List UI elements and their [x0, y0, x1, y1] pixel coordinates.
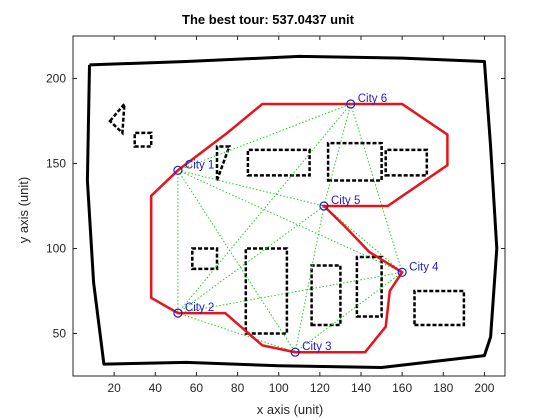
y-tick-label: 50	[53, 327, 67, 341]
city-marker-6	[346, 99, 356, 109]
city-label-4: City 4	[409, 261, 439, 273]
map-block-1	[215, 145, 232, 181]
roadmap-edge-8	[177, 271, 403, 314]
roadmap-edge-11	[323, 205, 403, 273]
roadmap-edge-10	[294, 271, 403, 353]
city-marker-2	[173, 308, 183, 318]
x-tick-label: 200	[474, 381, 494, 395]
tour-line	[149, 102, 449, 354]
map-outline	[85, 54, 499, 369]
y-tick-label: 100	[46, 242, 66, 256]
x-axis-label: x axis (unit)	[257, 402, 323, 417]
city-marker-1	[173, 165, 183, 175]
map-block-6	[244, 247, 289, 335]
x-tick-label: 100	[269, 381, 289, 395]
map-block-2	[246, 148, 311, 177]
map-block-3	[326, 141, 383, 182]
city-marker-5	[319, 201, 329, 211]
x-tick-label: 60	[190, 381, 204, 395]
city-label-2: City 2	[185, 302, 214, 314]
city-label-3: City 3	[302, 341, 331, 353]
map-block-4	[384, 148, 429, 177]
plot-area: City 1 City 2 City 3 City 4 City 5 City 6 20 40…	[46, 35, 506, 395]
roadmap-edge-13	[350, 103, 403, 273]
x-tick-label: 80	[231, 381, 245, 395]
y-tick-label: 150	[46, 157, 66, 171]
y-tick-label: 200	[46, 72, 66, 86]
x-tick-label: 120	[310, 381, 330, 395]
city-label-1: City 1	[185, 159, 214, 171]
city-label-5: City 5	[331, 195, 360, 207]
chart-title: The best tour: 537.0437 unit	[182, 12, 355, 27]
roadmap-edge-5	[177, 169, 403, 273]
map-block-11	[133, 131, 153, 148]
roadmap-edge-3	[177, 170, 296, 353]
map-block-7	[310, 264, 342, 327]
roadmap-edge-1	[177, 169, 325, 207]
x-tick-label: 20	[107, 381, 121, 395]
roadmap-edge-12	[323, 103, 352, 207]
roadmap-edge-4	[177, 103, 351, 171]
x-tick-label: 40	[149, 381, 163, 395]
city-label-6: City 6	[358, 93, 387, 105]
map-block-8	[355, 255, 383, 318]
roadmap-edge-6	[177, 205, 325, 314]
map-block-5	[191, 247, 219, 271]
axes-box	[72, 35, 506, 377]
city-marker-4	[397, 267, 407, 277]
map-block-9	[413, 289, 466, 327]
city-marker-3	[290, 347, 300, 357]
x-tick-label: 140	[351, 381, 371, 395]
x-tick-label: 160	[392, 381, 412, 395]
y-axis-label: y axis (unit)	[16, 177, 31, 243]
roadmap-edge-9	[294, 205, 325, 353]
x-tick-label: 180	[433, 381, 453, 395]
map-block-10	[108, 100, 126, 136]
